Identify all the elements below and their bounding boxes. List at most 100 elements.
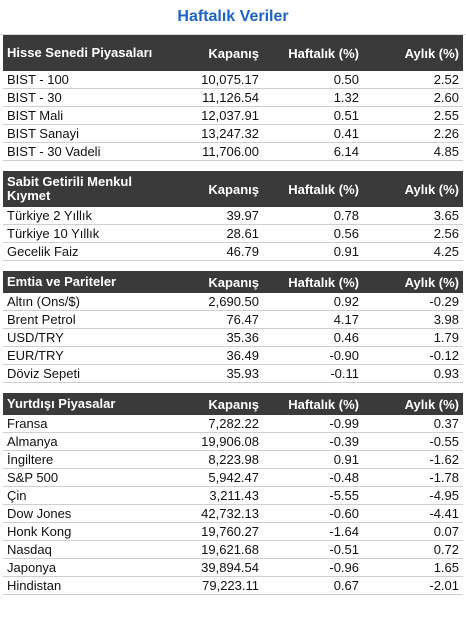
monthly-change: 4.25	[363, 242, 463, 261]
monthly-change: -1.62	[363, 450, 463, 469]
column-header-close: Kapanış	[178, 393, 263, 415]
monthly-change: -4.95	[363, 486, 463, 505]
section-header: Sabit Getirili Menkul Kıymet Kapanış Hafta…	[3, 171, 463, 207]
table-row: USD/TRY 35.36 0.46 1.79	[3, 328, 463, 347]
monthly-change: 2.26	[363, 124, 463, 143]
column-header-weekly: Haftalık (%)	[263, 35, 363, 71]
weekly-change: 0.67	[263, 576, 363, 595]
column-header-weekly: Haftalık (%)	[263, 393, 363, 415]
section-spacer	[3, 383, 463, 394]
column-header-weekly: Haftalık (%)	[263, 171, 363, 207]
table-row: Dow Jones 42,732.13 -0.60 -4.41	[3, 504, 463, 523]
instrument-name: Honk Kong	[3, 522, 178, 541]
instrument-name: S&P 500	[3, 468, 178, 487]
column-header-close: Kapanış	[178, 271, 263, 293]
monthly-change: 3.98	[363, 310, 463, 329]
instrument-name: BIST - 100	[3, 71, 178, 89]
column-header-monthly: Aylık (%)	[363, 171, 463, 207]
table-row: Brent Petrol 76.47 4.17 3.98	[3, 310, 463, 329]
page-title: Haftalık Veriler	[0, 0, 466, 35]
section-title: Yurtdışı Piyasalar	[3, 393, 178, 415]
monthly-change: 1.65	[363, 558, 463, 577]
monthly-change: 4.85	[363, 142, 463, 161]
instrument-name: Döviz Sepeti	[3, 364, 178, 383]
close-value: 13,247.32	[178, 124, 263, 143]
instrument-name: BIST Mali	[3, 106, 178, 125]
monthly-change: -1.78	[363, 468, 463, 487]
close-value: 35.93	[178, 364, 263, 383]
instrument-name: Nasdaq	[3, 540, 178, 559]
instrument-name: Çin	[3, 486, 178, 505]
weekly-change: 0.91	[263, 242, 363, 261]
section-spacer	[3, 261, 463, 272]
instrument-name: Almanya	[3, 432, 178, 451]
section-title: Emtia ve Pariteler	[3, 271, 178, 293]
table-row: EUR/TRY 36.49 -0.90 -0.12	[3, 346, 463, 365]
weekly-change: 0.46	[263, 328, 363, 347]
close-value: 3,211.43	[178, 486, 263, 505]
weekly-change: -0.11	[263, 364, 363, 383]
table-row: Hindistan 79,223.11 0.67 -2.01	[3, 576, 463, 595]
section-title: Hisse Senedi Piyasaları	[3, 35, 178, 71]
weekly-change: -0.60	[263, 504, 363, 523]
close-value: 11,706.00	[178, 142, 263, 161]
table-row: Türkiye 10 Yıllık 28.61 0.56 2.56	[3, 224, 463, 243]
section-title: Sabit Getirili Menkul Kıymet	[3, 171, 178, 207]
table-row: İngiltere 8,223.98 0.91 -1.62	[3, 450, 463, 469]
section-header: Emtia ve Pariteler Kapanış Haftalık (%) Ayl…	[3, 271, 463, 293]
close-value: 39,894.54	[178, 558, 263, 577]
close-value: 7,282.22	[178, 415, 263, 433]
table-row: BIST Mali 12,037.91 0.51 2.55	[3, 106, 463, 125]
weekly-change: -0.39	[263, 432, 363, 451]
close-value: 76.47	[178, 310, 263, 329]
monthly-change: 1.79	[363, 328, 463, 347]
weekly-change: -0.90	[263, 346, 363, 365]
table-row: Türkiye 2 Yıllık 39.97 0.78 3.65	[3, 207, 463, 225]
instrument-name: BIST Sanayi	[3, 124, 178, 143]
close-value: 35.36	[178, 328, 263, 347]
table-row: Döviz Sepeti 35.93 -0.11 0.93	[3, 364, 463, 383]
monthly-change: -4.41	[363, 504, 463, 523]
close-value: 46.79	[178, 242, 263, 261]
close-value: 11,126.54	[178, 88, 263, 107]
column-header-monthly: Aylık (%)	[363, 393, 463, 415]
weekly-change: -0.99	[263, 415, 363, 433]
table-row: Honk Kong 19,760.27 -1.64 0.07	[3, 522, 463, 541]
instrument-name: EUR/TRY	[3, 346, 178, 365]
monthly-change: -2.01	[363, 576, 463, 595]
monthly-change: 3.65	[363, 207, 463, 225]
monthly-change: 0.72	[363, 540, 463, 559]
close-value: 19,760.27	[178, 522, 263, 541]
close-value: 5,942.47	[178, 468, 263, 487]
weekly-change: -0.48	[263, 468, 363, 487]
instrument-name: BIST - 30	[3, 88, 178, 107]
instrument-name: Dow Jones	[3, 504, 178, 523]
close-value: 39.97	[178, 207, 263, 225]
monthly-change: -0.29	[363, 293, 463, 311]
weekly-change: 0.51	[263, 106, 363, 125]
table-row: Nasdaq 19,621.68 -0.51 0.72	[3, 540, 463, 559]
weekly-change: 1.32	[263, 88, 363, 107]
instrument-name: Hindistan	[3, 576, 178, 595]
monthly-change: 2.55	[363, 106, 463, 125]
instrument-name: Brent Petrol	[3, 310, 178, 329]
monthly-change: 2.56	[363, 224, 463, 243]
instrument-name: Gecelik Faiz	[3, 242, 178, 261]
close-value: 19,906.08	[178, 432, 263, 451]
weekly-change: -0.51	[263, 540, 363, 559]
weekly-change: 0.78	[263, 207, 363, 225]
instrument-name: BIST - 30 Vadeli	[3, 142, 178, 161]
weekly-change: -5.55	[263, 486, 363, 505]
table-row: Japonya 39,894.54 -0.96 1.65	[3, 558, 463, 577]
monthly-change: -0.55	[363, 432, 463, 451]
instrument-name: Altın (Ons/$)	[3, 293, 178, 311]
instrument-name: Türkiye 2 Yıllık	[3, 207, 178, 225]
instrument-name: Fransa	[3, 415, 178, 433]
monthly-change: 2.52	[363, 71, 463, 89]
table-row: Almanya 19,906.08 -0.39 -0.55	[3, 432, 463, 451]
weekly-change: 0.50	[263, 71, 363, 89]
table-row: BIST - 30 Vadeli 11,706.00 6.14 4.85	[3, 142, 463, 161]
column-header-weekly: Haftalık (%)	[263, 271, 363, 293]
table-row: Altın (Ons/$) 2,690.50 0.92 -0.29	[3, 293, 463, 311]
column-header-close: Kapanış	[178, 35, 263, 71]
